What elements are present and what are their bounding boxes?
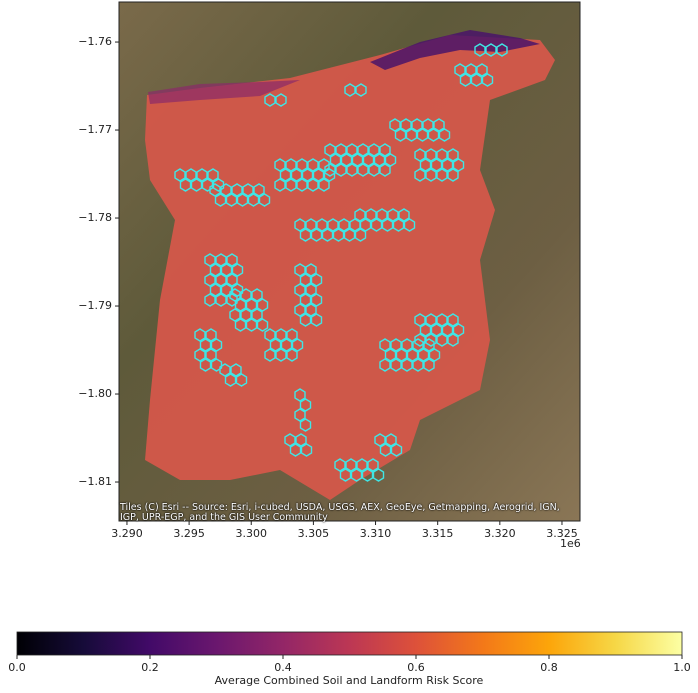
- colorbar-tick-label: 1.0: [673, 661, 691, 674]
- x-tick-label: 3.315: [422, 527, 454, 540]
- axes-frame: [118, 1, 581, 522]
- x-tick-label: 3.325: [546, 527, 578, 540]
- x-offset-label: 1e6: [560, 537, 581, 550]
- colorbar-tick-label: 0.2: [141, 661, 159, 674]
- x-tick-label: 3.300: [235, 527, 267, 540]
- colorbar-tick-label: 0.6: [407, 661, 425, 674]
- attribution: Tiles (C) Esri -- Source: Esri, i-cubed,…: [120, 502, 560, 523]
- x-tick-label: 3.320: [484, 527, 516, 540]
- y-tick-label: −1.77: [78, 123, 112, 136]
- y-tick-label: −1.79: [78, 299, 112, 312]
- colorbar-tick-label: 0.0: [8, 661, 26, 674]
- colorbar-label: Average Combined Soil and Landform Risk …: [215, 674, 484, 687]
- x-tick-label: 3.290: [111, 527, 143, 540]
- colorbar-tick-label: 0.4: [274, 661, 292, 674]
- north-band: [148, 80, 300, 104]
- x-tick-label: 3.295: [173, 527, 205, 540]
- x-tick-label: 3.310: [360, 527, 392, 540]
- y-tick-label: −1.78: [78, 211, 112, 224]
- colorbar-axis: 0.0 0.2 0.4 0.6 0.8 1.0: [8, 655, 691, 674]
- colorbar-tick-label: 0.8: [540, 661, 558, 674]
- y-tick-label: −1.81: [78, 475, 112, 488]
- high-elevation-band: [370, 30, 540, 70]
- study-area-hexbins: [145, 35, 555, 500]
- x-tick-label: 3.305: [298, 527, 330, 540]
- y-tick-label: −1.80: [78, 387, 112, 400]
- axes: 3.290 3.295 3.300 3.305 3.310 3.315 3.320 3.325…: [78, 35, 577, 540]
- colorbar: [16, 631, 683, 656]
- y-tick-label: −1.76: [78, 35, 112, 48]
